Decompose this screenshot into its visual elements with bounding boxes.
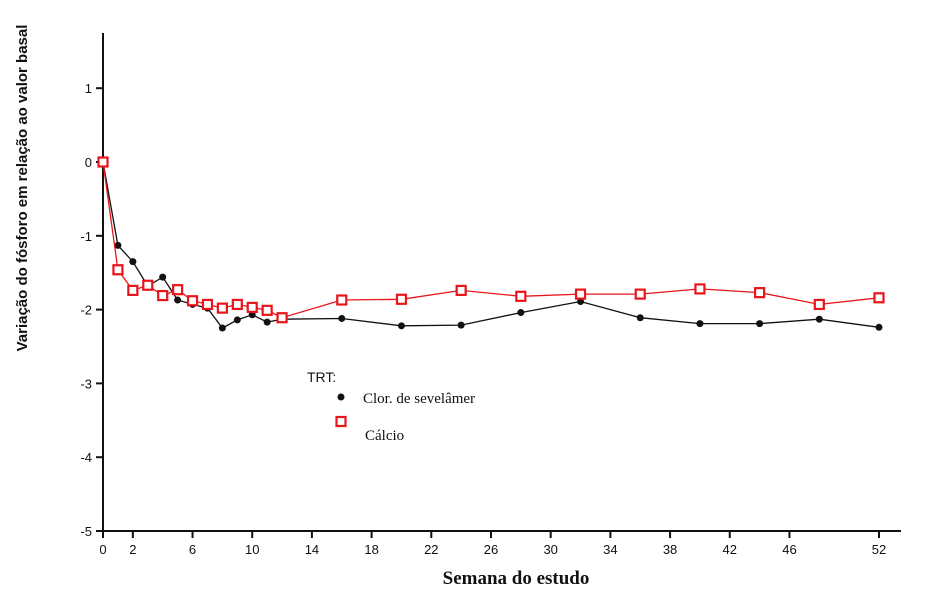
x-tick-label: 42	[723, 542, 737, 557]
data-point	[815, 315, 823, 323]
y-tick-label: 0	[85, 155, 92, 170]
data-point	[338, 314, 346, 322]
legend: TRT: Clor. de sevelâmer Cálcio	[307, 369, 475, 444]
data-point	[218, 324, 226, 332]
y-tick-label: -1	[80, 229, 92, 244]
data-point	[174, 296, 182, 304]
data-point	[636, 314, 644, 322]
y-tick-label: -3	[80, 376, 92, 391]
y-axis-title: Variação do fósforo em relação ao valor …	[14, 25, 31, 352]
x-tick-label: 18	[364, 542, 378, 557]
data-point	[455, 284, 467, 297]
data-point	[172, 284, 184, 296]
x-ticks: 0 2 6 10 14 18 22 26 30 34 38 42 46 52	[99, 531, 886, 557]
data-point	[263, 318, 271, 326]
data-point	[517, 309, 525, 317]
y-tick-label: -4	[80, 450, 92, 465]
data-point	[142, 279, 154, 291]
x-tick-label: 0	[99, 542, 106, 557]
x-tick-label: 34	[603, 542, 617, 557]
axes: 10-1-2-3-4-5 0 2 6 10 14 18 22 26 30 34 38 42 46 52	[80, 33, 901, 557]
legend-label-sevelamer: Clor. de sevelâmer	[363, 391, 475, 407]
data-point	[127, 284, 139, 297]
x-tick-label: 46	[782, 542, 796, 557]
data-point	[233, 316, 241, 324]
data-point	[112, 264, 124, 276]
data-point	[216, 302, 228, 314]
data-point	[873, 292, 885, 304]
x-tick-label: 14	[305, 542, 319, 557]
legend-marker-sevelamer	[337, 393, 345, 401]
x-tick-label: 30	[543, 542, 557, 557]
x-tick-label: 6	[189, 542, 196, 557]
x-tick-label: 52	[872, 542, 886, 557]
data-point	[114, 241, 122, 249]
legend-title: TRT:	[307, 369, 336, 385]
data-point	[248, 311, 256, 319]
data-point	[186, 295, 199, 307]
legend-marker-calcio	[335, 415, 347, 428]
x-tick-label: 26	[484, 542, 498, 557]
data-point	[129, 258, 137, 266]
data-point	[276, 312, 288, 324]
y-tick-label: -5	[80, 524, 92, 539]
x-axis-title: Semana do estudo	[443, 568, 590, 589]
data-point	[157, 289, 169, 302]
y-tick-label: -2	[80, 303, 92, 318]
y-tick-label: 1	[85, 81, 92, 96]
x-tick-label: 22	[424, 542, 438, 557]
data-point	[577, 297, 585, 305]
data-point	[397, 322, 405, 330]
data-point	[694, 283, 706, 295]
x-tick-label: 2	[129, 542, 136, 557]
data-point	[261, 304, 273, 316]
data-point	[875, 323, 883, 331]
data-point	[515, 290, 527, 302]
data-point	[159, 273, 167, 281]
x-tick-label: 38	[663, 542, 677, 557]
series-calcio	[97, 156, 885, 324]
series-layer	[97, 156, 885, 332]
data-point	[813, 298, 825, 311]
data-point	[395, 293, 408, 305]
data-point	[457, 321, 465, 329]
data-point	[97, 156, 109, 168]
x-tick-label: 10	[245, 542, 259, 557]
data-point	[754, 287, 766, 299]
legend-label-calcio: Cálcio	[365, 428, 404, 444]
data-point	[246, 301, 258, 313]
y-ticks: 1 0 -1 -2 -3 -4 -5	[80, 81, 103, 539]
data-point	[231, 298, 243, 311]
data-point	[201, 298, 214, 311]
data-point	[336, 294, 348, 306]
data-point	[696, 320, 704, 328]
data-point	[574, 288, 587, 300]
data-point	[634, 288, 646, 300]
data-point	[756, 320, 764, 328]
